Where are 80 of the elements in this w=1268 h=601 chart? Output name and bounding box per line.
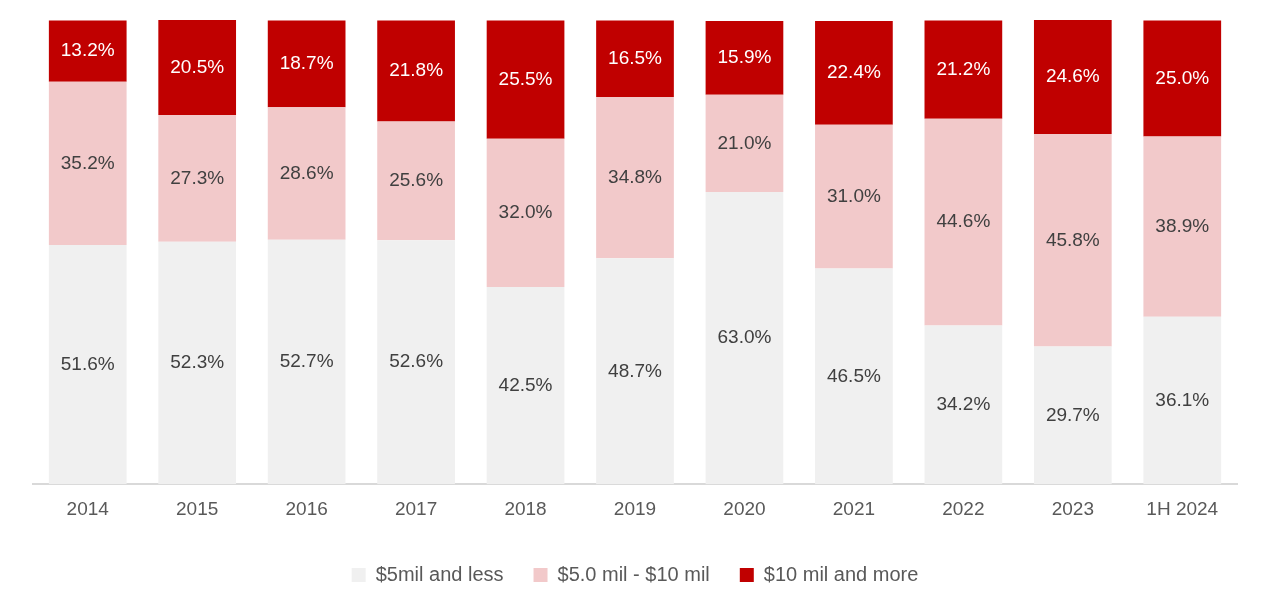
data-label: 13.2%: [60, 39, 115, 61]
x-tick-label: 2020: [723, 497, 766, 519]
data-label: 45.8%: [1045, 228, 1100, 250]
bar: [815, 124, 893, 269]
bar: [267, 239, 346, 485]
legend-label: $10 mil and more: [763, 562, 919, 585]
data-label: 35.2%: [60, 151, 115, 173]
bar: [486, 20, 565, 139]
data-label: 25.0%: [1155, 66, 1210, 88]
bar: [1143, 20, 1222, 137]
bar: [705, 20, 784, 95]
x-tick-label: 2014: [66, 497, 110, 519]
data-label: 25.6%: [389, 169, 444, 191]
data-label: 18.7%: [279, 52, 334, 74]
bar: [705, 94, 784, 193]
data-label: 16.5%: [608, 46, 663, 68]
x-tick-label: 2015: [176, 497, 219, 519]
bar: [924, 118, 1003, 326]
bar: [48, 81, 127, 245]
data-label: 15.9%: [717, 46, 772, 68]
bar: [377, 240, 455, 485]
bar: [377, 20, 455, 122]
bar: [267, 20, 346, 108]
bar: [924, 20, 1003, 119]
x-tick-label: 1H 2024: [1146, 497, 1219, 519]
bar: [48, 244, 127, 485]
data-label: 31.0%: [826, 184, 881, 206]
data-label: 25.5%: [498, 67, 553, 89]
x-tick-label: 2023: [1051, 497, 1094, 519]
bar: [377, 121, 455, 241]
data-label: 21.0%: [717, 131, 772, 153]
data-label: 20.5%: [170, 55, 225, 77]
bar: [815, 20, 893, 125]
bar: [924, 325, 1003, 485]
x-tick-label: 2016: [285, 497, 328, 519]
x-tick-label: 2022: [942, 497, 985, 519]
bar: [158, 241, 237, 485]
bar: [1143, 136, 1222, 317]
x-tick-label: 2018: [504, 497, 547, 519]
x-tick-label: 2021: [832, 497, 876, 519]
data-label: 38.9%: [1155, 214, 1210, 236]
data-label: 46.5%: [826, 364, 881, 386]
data-label: 34.8%: [608, 165, 663, 187]
bar: [596, 96, 674, 259]
bar: [1033, 20, 1112, 135]
data-label: 52.3%: [170, 351, 225, 373]
bar: [486, 138, 565, 288]
bar: [815, 268, 893, 485]
data-label: 27.3%: [170, 166, 225, 188]
bar: [596, 258, 674, 485]
data-label: 28.6%: [279, 161, 334, 183]
bar: [1033, 134, 1112, 347]
legend-label: $5mil and less: [375, 562, 504, 585]
data-label: 52.6%: [389, 350, 444, 372]
data-label: 34.2%: [936, 393, 991, 415]
bar: [596, 20, 674, 97]
bar: [158, 20, 237, 116]
bar: [267, 107, 346, 240]
data-label: 44.6%: [936, 210, 991, 232]
bar: [158, 115, 237, 242]
data-label: 24.6%: [1045, 65, 1100, 87]
data-label: 36.1%: [1155, 388, 1210, 410]
data-label: 48.7%: [608, 359, 663, 381]
legend-label: $5.0 mil - $10 mil: [557, 562, 710, 585]
bar: [1143, 316, 1222, 485]
data-label: 21.2%: [936, 57, 991, 79]
x-tick-label: 2019: [613, 497, 657, 519]
data-label: 52.7%: [279, 350, 334, 372]
data-label: 21.8%: [389, 59, 444, 81]
bar: [705, 192, 784, 485]
data-label: 51.6%: [60, 352, 115, 374]
bar: [1033, 346, 1112, 485]
data-label: 63.0%: [717, 326, 772, 348]
data-label: 32.0%: [498, 201, 553, 223]
x-tick-label: 2017: [394, 497, 438, 519]
data-label: 29.7%: [1045, 403, 1100, 425]
data-label: 42.5%: [498, 373, 553, 395]
bar: [486, 287, 565, 485]
data-label: 22.4%: [826, 61, 881, 83]
bar: [48, 20, 127, 82]
